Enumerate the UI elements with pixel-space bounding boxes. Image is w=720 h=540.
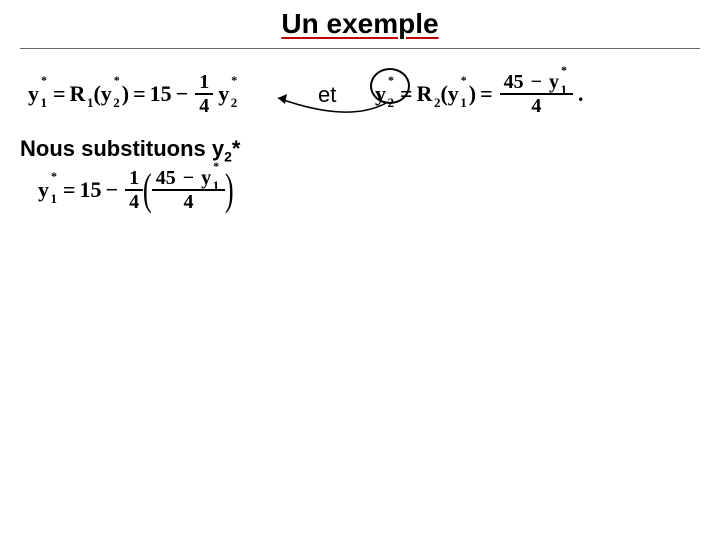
eq2-frac-y1star: y * 1 bbox=[549, 72, 559, 92]
eq1-lparen: ( bbox=[93, 81, 100, 107]
eq2-equals2: = bbox=[480, 81, 493, 107]
highlight-circle bbox=[370, 68, 410, 104]
eq1-const: 15 bbox=[150, 81, 172, 107]
eq2-R2: R 2 bbox=[417, 81, 433, 107]
eq1-equals2: = bbox=[133, 81, 146, 107]
title-part2: n bbox=[302, 8, 327, 39]
substitution-text: Nous substituons y2* bbox=[20, 136, 240, 164]
equation-1: y * 1 = R 1 ( y * 2 ) = 15 − 1 4 y * 2 bbox=[28, 72, 239, 116]
title-divider bbox=[20, 48, 700, 49]
eq2-period: . bbox=[578, 81, 584, 107]
eq1-R1: R 1 bbox=[70, 81, 86, 107]
slide-title: Un exemple bbox=[0, 8, 720, 40]
connector-et: et bbox=[318, 82, 336, 108]
eq3-inner-y1star: y * 1 bbox=[201, 168, 211, 188]
eq3-y1star: y * 1 bbox=[38, 177, 49, 203]
eq3-inner-frac: 45 − y * 1 4 bbox=[152, 168, 225, 212]
equation-3: y * 1 = 15 − 1 4 ( 45 − y * 1 4 ) bbox=[38, 168, 231, 212]
title-part3: exemple bbox=[327, 8, 439, 39]
eq3-rparen: ) bbox=[225, 172, 234, 207]
eq1-minus: − bbox=[176, 81, 189, 107]
eq3-minus: − bbox=[106, 177, 119, 203]
eq2-frac: 45 − y * 1 4 bbox=[500, 72, 573, 116]
eq1-frac-quarter: 1 4 bbox=[195, 72, 213, 116]
eq1-equals: = bbox=[53, 81, 66, 107]
title-part1: U bbox=[281, 8, 301, 39]
eq3-frac-quarter: 1 4 bbox=[125, 168, 143, 212]
eq2-lparen: ( bbox=[440, 81, 447, 107]
slide: Un exemple y * 1 = R 1 ( y * 2 ) = 15 − … bbox=[0, 0, 720, 540]
eq1-tail-y2star: y * 2 bbox=[218, 81, 229, 107]
eq2-arg-y1star: y * 1 bbox=[448, 81, 459, 107]
eq2-rparen: ) bbox=[469, 81, 476, 107]
eq3-const: 15 bbox=[80, 177, 102, 203]
eq1-rparen: ) bbox=[122, 81, 129, 107]
eq1-arg-y2star: y * 2 bbox=[101, 81, 112, 107]
eq3-lparen: ( bbox=[143, 172, 152, 207]
eq1-y1star: y * 1 bbox=[28, 81, 39, 107]
eq3-equals: = bbox=[63, 177, 76, 203]
